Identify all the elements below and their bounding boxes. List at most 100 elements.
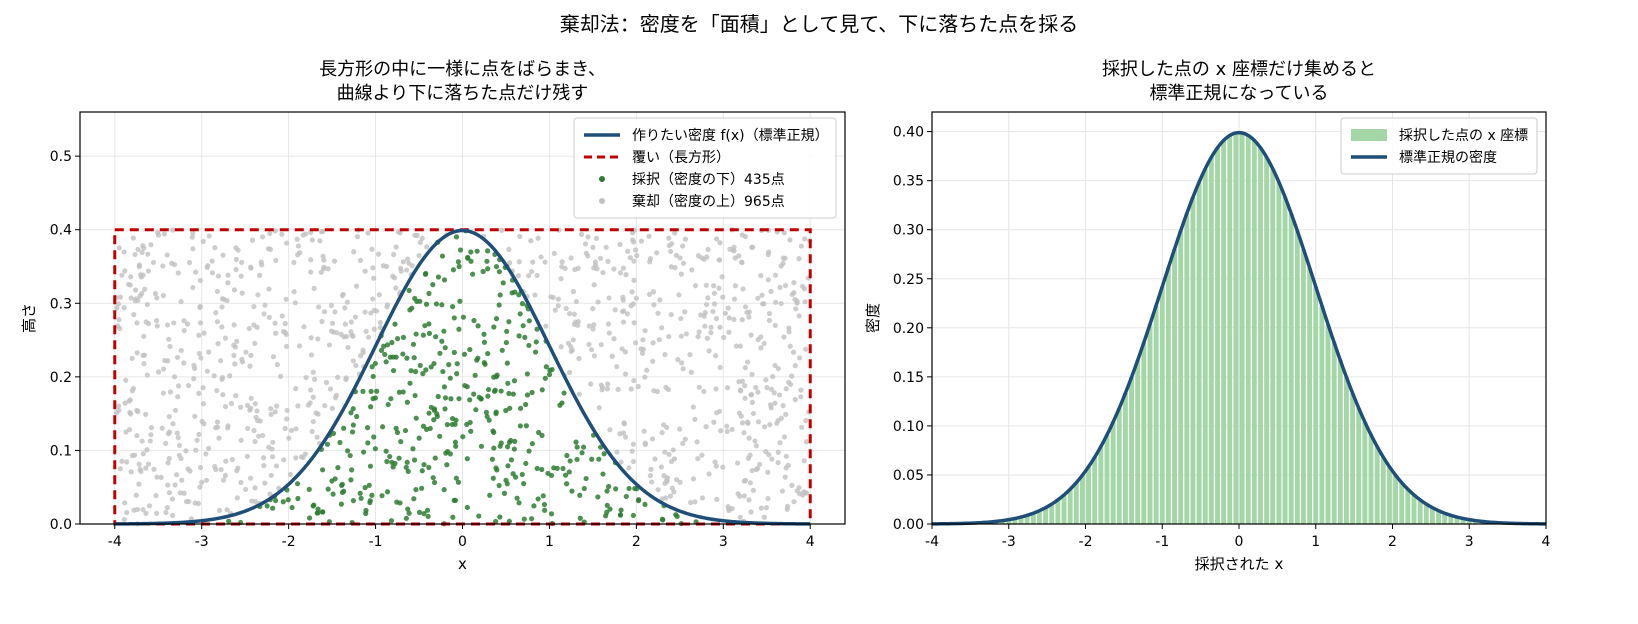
rejected-point: [573, 298, 579, 305]
accepted-point: [461, 351, 468, 357]
accepted-point: [450, 514, 456, 520]
rejected-point: [648, 466, 654, 472]
rejected-point: [196, 350, 202, 357]
rejected-point: [189, 234, 195, 240]
rejected-point: [231, 352, 237, 359]
accepted-point: [456, 396, 462, 402]
accepted-point: [503, 339, 509, 346]
rejected-point: [555, 296, 561, 302]
rejected-point: [768, 288, 774, 294]
histogram-bar: [1313, 286, 1319, 524]
rejected-point: [682, 236, 689, 242]
accepted-point: [493, 316, 500, 322]
rejected-point: [147, 438, 153, 444]
accepted-point: [349, 467, 355, 473]
rejected-point: [677, 255, 683, 261]
rejected-point: [303, 231, 309, 237]
accepted-point: [319, 509, 326, 515]
rejected-point: [164, 322, 171, 328]
accepted-point: [468, 428, 474, 434]
histogram-bar: [1110, 422, 1116, 524]
rejected-point: [750, 410, 757, 417]
rejected-point: [175, 394, 181, 400]
histogram-bar: [1356, 408, 1362, 524]
rejected-point: [247, 475, 254, 481]
histogram-bar: [1129, 377, 1135, 524]
rejected-point: [777, 284, 783, 290]
accepted-point: [569, 488, 575, 494]
rejected-point: [517, 233, 523, 240]
rejected-point: [281, 457, 287, 463]
rejected-point: [311, 376, 318, 382]
accepted-point: [341, 425, 347, 431]
rejected-point: [706, 471, 712, 477]
rejected-point: [680, 260, 687, 266]
accepted-point: [480, 268, 486, 275]
accepted-point: [444, 462, 450, 468]
rejected-point: [746, 497, 752, 503]
rejected-point: [405, 256, 411, 262]
rejected-point: [145, 268, 152, 274]
rejected-point: [181, 328, 187, 334]
rejected-point: [744, 359, 751, 365]
rejected-point: [390, 273, 396, 279]
right-chart-xtick-label: -1: [1155, 534, 1169, 550]
histogram-bar: [1386, 466, 1392, 524]
rejected-point: [775, 459, 781, 466]
rejected-point: [155, 232, 162, 238]
rejected-point: [555, 303, 561, 309]
rejected-point: [360, 347, 366, 353]
rejected-point: [126, 427, 133, 433]
rejected-point: [712, 459, 718, 465]
rejected-point: [628, 386, 634, 392]
rejected-point: [739, 420, 746, 426]
rejected-point: [145, 461, 152, 467]
accepted-point: [397, 500, 403, 506]
rejected-point: [376, 292, 382, 298]
rejected-point: [720, 464, 726, 470]
accepted-point: [485, 386, 492, 393]
rejected-point: [216, 507, 223, 513]
rejected-point: [262, 480, 268, 486]
accepted-point: [442, 406, 448, 412]
rejected-point: [238, 437, 244, 443]
rejected-point: [134, 320, 140, 326]
accepted-point: [642, 501, 648, 508]
rejected-point: [153, 318, 160, 324]
histogram-bar: [1159, 286, 1165, 524]
histogram-bar: [1393, 475, 1399, 524]
accepted-point: [394, 336, 401, 342]
rejected-point: [167, 343, 173, 350]
rejected-point: [272, 228, 278, 234]
accepted-point: [389, 459, 395, 465]
rejected-point: [737, 343, 743, 349]
rejected-point: [690, 404, 696, 410]
rejected-point: [772, 272, 779, 278]
rejected-point: [711, 283, 717, 289]
accepted-point: [366, 482, 372, 488]
rejected-point: [163, 509, 169, 516]
rejected-point: [658, 464, 665, 470]
accepted-point: [567, 458, 573, 464]
histogram-bar: [1319, 305, 1325, 524]
rejected-point: [703, 424, 709, 430]
rejected-point: [283, 343, 290, 349]
rejected-point: [412, 232, 418, 238]
rejected-point: [375, 251, 382, 257]
rejected-point: [769, 456, 775, 462]
accepted-point: [371, 434, 377, 440]
accepted-point: [444, 421, 450, 428]
rejected-point: [257, 272, 263, 278]
rejected-point: [284, 407, 290, 414]
histogram-bar: [1282, 197, 1288, 524]
rejected-point: [611, 336, 617, 342]
accepted-point: [439, 302, 445, 308]
accepted-point: [404, 459, 410, 465]
rejected-point: [204, 264, 210, 270]
rejected-point: [222, 472, 228, 478]
rejected-point: [369, 246, 375, 252]
rejected-point: [598, 342, 604, 348]
rejected-point: [213, 310, 219, 316]
rejected-point: [178, 347, 184, 354]
rejected-point: [755, 295, 761, 301]
